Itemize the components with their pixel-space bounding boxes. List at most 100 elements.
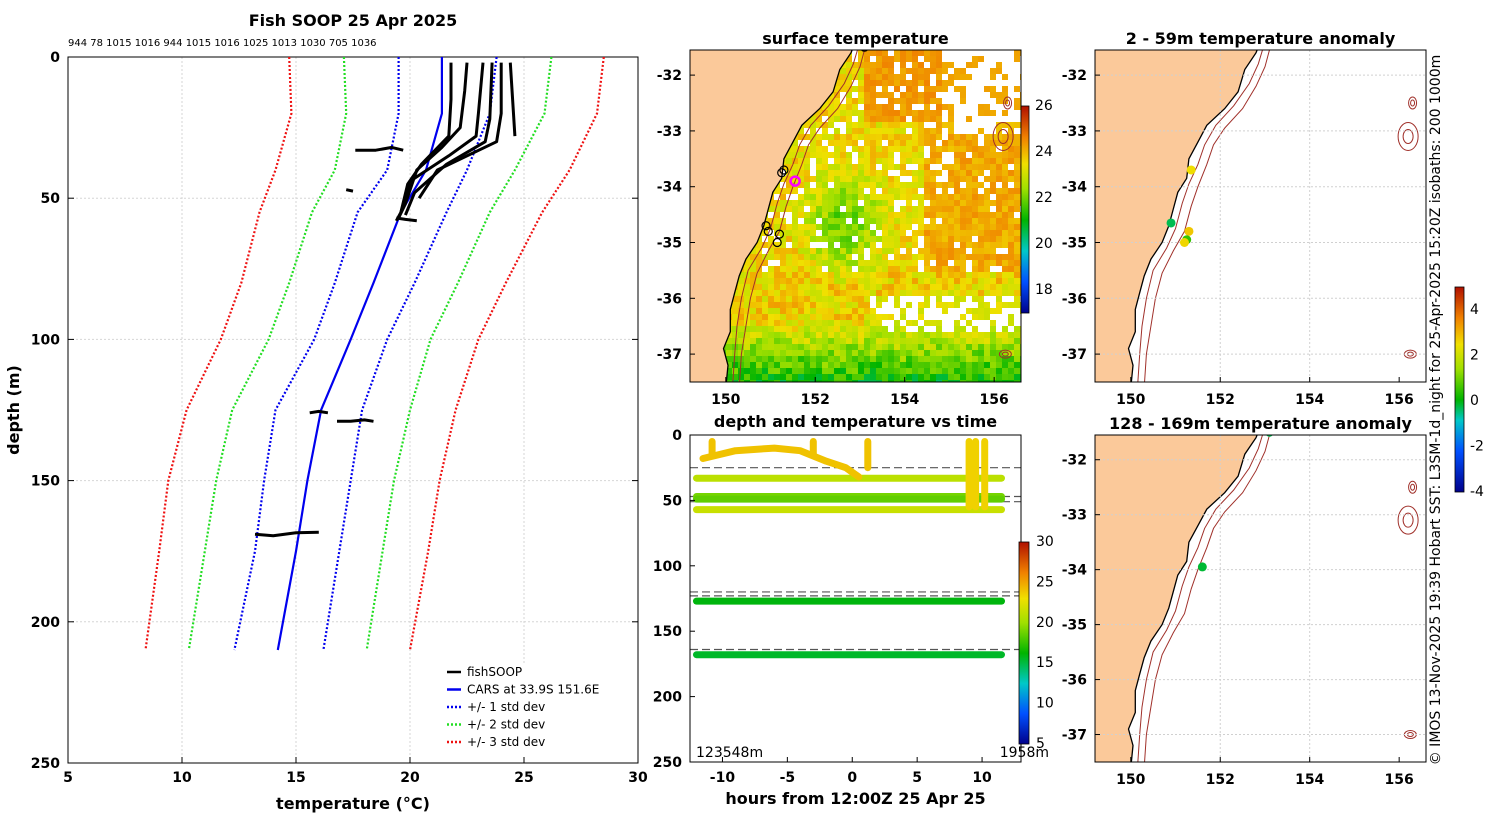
sst-cell — [756, 308, 762, 314]
isobath-200m — [1137, 435, 1264, 762]
sst-cell — [810, 344, 816, 350]
sst-cell — [774, 380, 780, 382]
sst-cell — [978, 302, 984, 308]
sst-cell — [732, 356, 738, 362]
sst-cell — [852, 86, 858, 92]
y-axis-label: depth (m) — [4, 365, 23, 455]
sst-cell — [840, 350, 846, 356]
sst-cell — [996, 68, 1002, 74]
sst-cell — [930, 218, 936, 224]
sst-cell — [858, 344, 864, 350]
sst-cell — [912, 62, 918, 68]
sst-cell — [912, 80, 918, 86]
sst-cell — [846, 188, 852, 194]
sst-cell — [804, 338, 810, 344]
sst-cell — [954, 320, 960, 326]
sst-cell — [780, 188, 786, 194]
sst-cell — [810, 194, 816, 200]
sst-cell — [732, 332, 738, 338]
sst-cell — [906, 86, 912, 92]
sst-cell — [942, 188, 948, 194]
sst-cell — [882, 326, 888, 332]
sst-cell — [930, 278, 936, 284]
sst-cell — [954, 146, 960, 152]
sst-cell — [972, 284, 978, 290]
sst-cell — [798, 158, 804, 164]
sst-cell — [876, 140, 882, 146]
sst-cell — [888, 362, 894, 368]
sst-cell — [906, 338, 912, 344]
sst-cell — [954, 296, 960, 302]
sst-cell — [954, 206, 960, 212]
sst-cell — [882, 110, 888, 116]
sst-cell — [948, 362, 954, 368]
sst-cell — [858, 56, 864, 62]
sst-cell — [888, 116, 894, 122]
sst-cell — [930, 248, 936, 254]
sst-cell — [756, 344, 762, 350]
sst-cell — [1002, 158, 1008, 164]
sst-cell — [960, 374, 966, 380]
sst-cell — [726, 374, 732, 380]
sst-cell — [1002, 362, 1008, 368]
colorbar-gradient — [1018, 541, 1030, 745]
sst-cell — [978, 164, 984, 170]
sst-cell — [822, 176, 828, 182]
sst-cell — [894, 284, 900, 290]
sst-cell — [888, 74, 894, 80]
sst-cell — [780, 296, 786, 302]
sst-cell — [996, 224, 1002, 230]
sst-cell — [810, 272, 816, 278]
sst-cell — [834, 368, 840, 374]
sst-cell — [840, 266, 846, 272]
sst-cell — [978, 248, 984, 254]
sst-cell — [978, 344, 984, 350]
land — [1095, 435, 1258, 762]
sst-cell — [870, 260, 876, 266]
sst-cell — [864, 212, 870, 218]
sst-cell — [984, 212, 990, 218]
sst-cell — [912, 356, 918, 362]
sst-cell — [1014, 218, 1020, 224]
station-marker — [860, 50, 869, 52]
colorbar-tick-label: 0 — [1470, 393, 1479, 409]
sst-cell — [900, 152, 906, 158]
sst-cell — [816, 290, 822, 296]
colorbar-tick-label: 20 — [1036, 615, 1054, 631]
sst-cell — [954, 362, 960, 368]
sst-cell — [960, 74, 966, 80]
sst-cell — [930, 212, 936, 218]
sst-cell — [990, 362, 996, 368]
y-tick-label: 50 — [41, 191, 61, 207]
sst-cell — [810, 338, 816, 344]
sst-cell — [798, 368, 804, 374]
sst-cell — [924, 266, 930, 272]
anomaly-map-shallow-area — [1095, 50, 1426, 382]
sst-cell — [840, 374, 846, 380]
sst-cell — [1002, 254, 1008, 260]
sst-cell — [834, 158, 840, 164]
sst-cell — [840, 272, 846, 278]
sst-cell — [870, 122, 876, 128]
sst-cell — [876, 332, 882, 338]
sst-cell — [858, 374, 864, 380]
sst-cell — [816, 338, 822, 344]
sst-cell — [996, 230, 1002, 236]
sst-cell — [936, 230, 942, 236]
sst-cell — [750, 272, 756, 278]
sst-cell — [768, 314, 774, 320]
sst-cell — [858, 266, 864, 272]
sst-cell — [948, 110, 954, 116]
sst-cell — [786, 236, 792, 242]
sst-cell — [840, 308, 846, 314]
sst-cell — [978, 56, 984, 62]
sst-cell — [834, 254, 840, 260]
sst-cell — [1002, 176, 1008, 182]
sst-cell — [1008, 380, 1014, 382]
sst-cell — [888, 200, 894, 206]
sst-cell — [792, 164, 798, 170]
sst-cell — [918, 146, 924, 152]
sst-cell — [918, 350, 924, 356]
sst-cell — [870, 164, 876, 170]
sst-cell — [984, 218, 990, 224]
